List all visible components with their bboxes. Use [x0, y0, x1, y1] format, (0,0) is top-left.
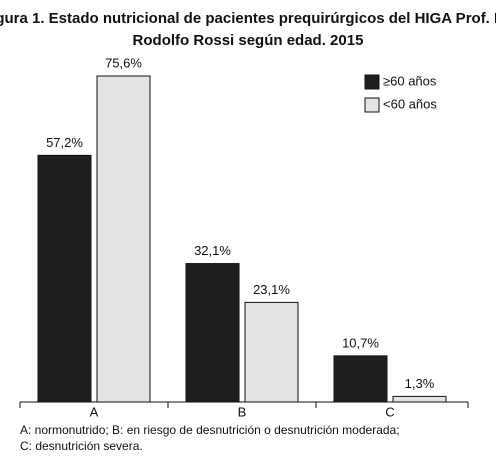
x-tick-label: C [385, 404, 394, 419]
legend-swatch [364, 97, 380, 113]
value-label: 1,3% [405, 376, 435, 391]
bar [185, 263, 240, 403]
x-tick-label: B [238, 404, 247, 419]
value-label: 57,2% [46, 135, 83, 150]
footnote: C: desnutrición severa. [20, 439, 143, 453]
footnote: A: normonutrido; B: en riesgo de desnutr… [20, 423, 400, 437]
x-tick-label: A [90, 404, 99, 419]
value-label: 75,6% [105, 55, 142, 70]
bar [333, 355, 388, 403]
legend-label: ≥60 años [383, 73, 437, 88]
legend-swatch [364, 74, 380, 90]
legend-label: <60 años [383, 96, 437, 111]
value-label: 32,1% [194, 243, 231, 258]
bar [96, 75, 151, 403]
bar [392, 395, 447, 403]
bar [244, 301, 299, 403]
value-label: 10,7% [342, 335, 379, 350]
chart-title: Figura 1. Estado nutricional de paciente… [0, 10, 496, 27]
value-label: 23,1% [253, 282, 290, 297]
bar [37, 154, 92, 403]
chart-title: Rodolfo Rossi según edad. 2015 [133, 32, 364, 49]
